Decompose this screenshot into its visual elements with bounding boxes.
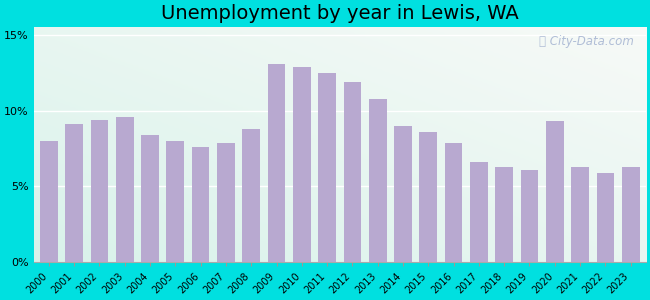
Bar (116, 117, 133, 262)
Bar (597, 173, 614, 262)
Bar (622, 167, 640, 262)
Bar (495, 167, 513, 262)
Bar (90, 120, 109, 262)
Bar (521, 170, 538, 262)
Bar (242, 129, 260, 262)
Bar (268, 64, 285, 262)
Bar (394, 126, 412, 262)
Bar (192, 147, 209, 262)
Bar (217, 142, 235, 262)
Bar (445, 142, 462, 262)
Bar (166, 141, 184, 262)
Title: Unemployment by year in Lewis, WA: Unemployment by year in Lewis, WA (161, 4, 519, 23)
Bar (546, 122, 564, 262)
Bar (470, 162, 488, 262)
Bar (65, 124, 83, 262)
Bar (419, 132, 437, 262)
Bar (318, 73, 336, 262)
Bar (141, 135, 159, 262)
Bar (369, 99, 387, 262)
Text: ⓘ City-Data.com: ⓘ City-Data.com (539, 34, 634, 47)
Bar (40, 141, 58, 262)
Bar (344, 82, 361, 262)
Bar (571, 167, 589, 262)
Bar (293, 67, 311, 262)
